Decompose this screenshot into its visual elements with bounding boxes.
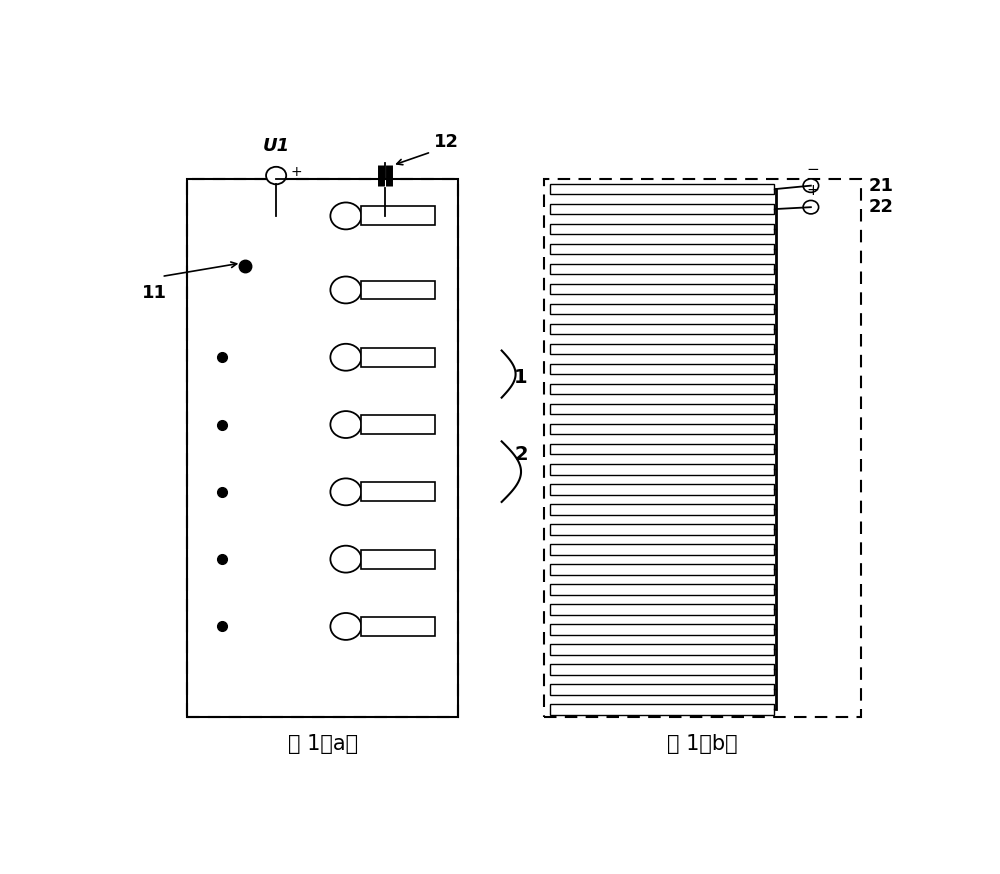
Bar bbox=[550, 524, 774, 535]
Bar bbox=[550, 224, 774, 234]
Bar bbox=[550, 303, 774, 315]
Text: 22: 22 bbox=[869, 198, 894, 216]
Circle shape bbox=[330, 343, 361, 371]
Circle shape bbox=[803, 179, 819, 192]
Bar bbox=[187, 179, 458, 718]
Text: 图 1（b）: 图 1（b） bbox=[667, 734, 738, 754]
Bar bbox=[361, 482, 435, 502]
Circle shape bbox=[330, 411, 361, 438]
Bar bbox=[361, 281, 435, 300]
Bar bbox=[550, 323, 774, 335]
Bar bbox=[550, 424, 774, 434]
Bar bbox=[550, 503, 774, 515]
Bar bbox=[361, 348, 435, 367]
Circle shape bbox=[266, 167, 286, 184]
Bar bbox=[550, 284, 774, 295]
Bar bbox=[550, 544, 774, 554]
Bar bbox=[550, 204, 774, 214]
Text: 21: 21 bbox=[869, 177, 894, 195]
Bar bbox=[550, 624, 774, 635]
Bar bbox=[550, 404, 774, 414]
Bar bbox=[550, 483, 774, 495]
Text: −: − bbox=[806, 162, 819, 177]
Bar bbox=[187, 179, 458, 718]
Text: U1: U1 bbox=[263, 137, 290, 156]
Bar bbox=[550, 604, 774, 614]
Bar bbox=[550, 444, 774, 454]
Bar bbox=[550, 584, 774, 594]
Bar bbox=[550, 683, 774, 695]
Circle shape bbox=[330, 478, 361, 505]
Bar bbox=[550, 264, 774, 274]
Bar bbox=[361, 415, 435, 434]
Text: 1: 1 bbox=[514, 368, 528, 387]
Bar bbox=[544, 179, 861, 718]
Text: 11: 11 bbox=[142, 284, 167, 302]
Bar bbox=[550, 244, 774, 254]
Bar bbox=[361, 617, 435, 636]
Circle shape bbox=[330, 203, 361, 229]
Text: +: + bbox=[290, 165, 302, 179]
Circle shape bbox=[330, 613, 361, 640]
Circle shape bbox=[330, 276, 361, 303]
Text: 2: 2 bbox=[514, 446, 528, 464]
Bar bbox=[550, 644, 774, 655]
Bar bbox=[550, 704, 774, 715]
Bar bbox=[361, 550, 435, 569]
Bar bbox=[550, 664, 774, 675]
Text: +: + bbox=[806, 184, 819, 198]
Bar bbox=[550, 564, 774, 574]
Bar bbox=[550, 184, 774, 194]
Bar bbox=[550, 464, 774, 475]
Circle shape bbox=[330, 545, 361, 572]
Bar bbox=[550, 343, 774, 355]
Bar bbox=[550, 364, 774, 374]
Bar bbox=[361, 206, 435, 225]
Circle shape bbox=[803, 200, 819, 214]
Text: 12: 12 bbox=[434, 133, 459, 151]
Text: 图 1（a）: 图 1（a） bbox=[288, 734, 358, 754]
Bar bbox=[550, 384, 774, 394]
